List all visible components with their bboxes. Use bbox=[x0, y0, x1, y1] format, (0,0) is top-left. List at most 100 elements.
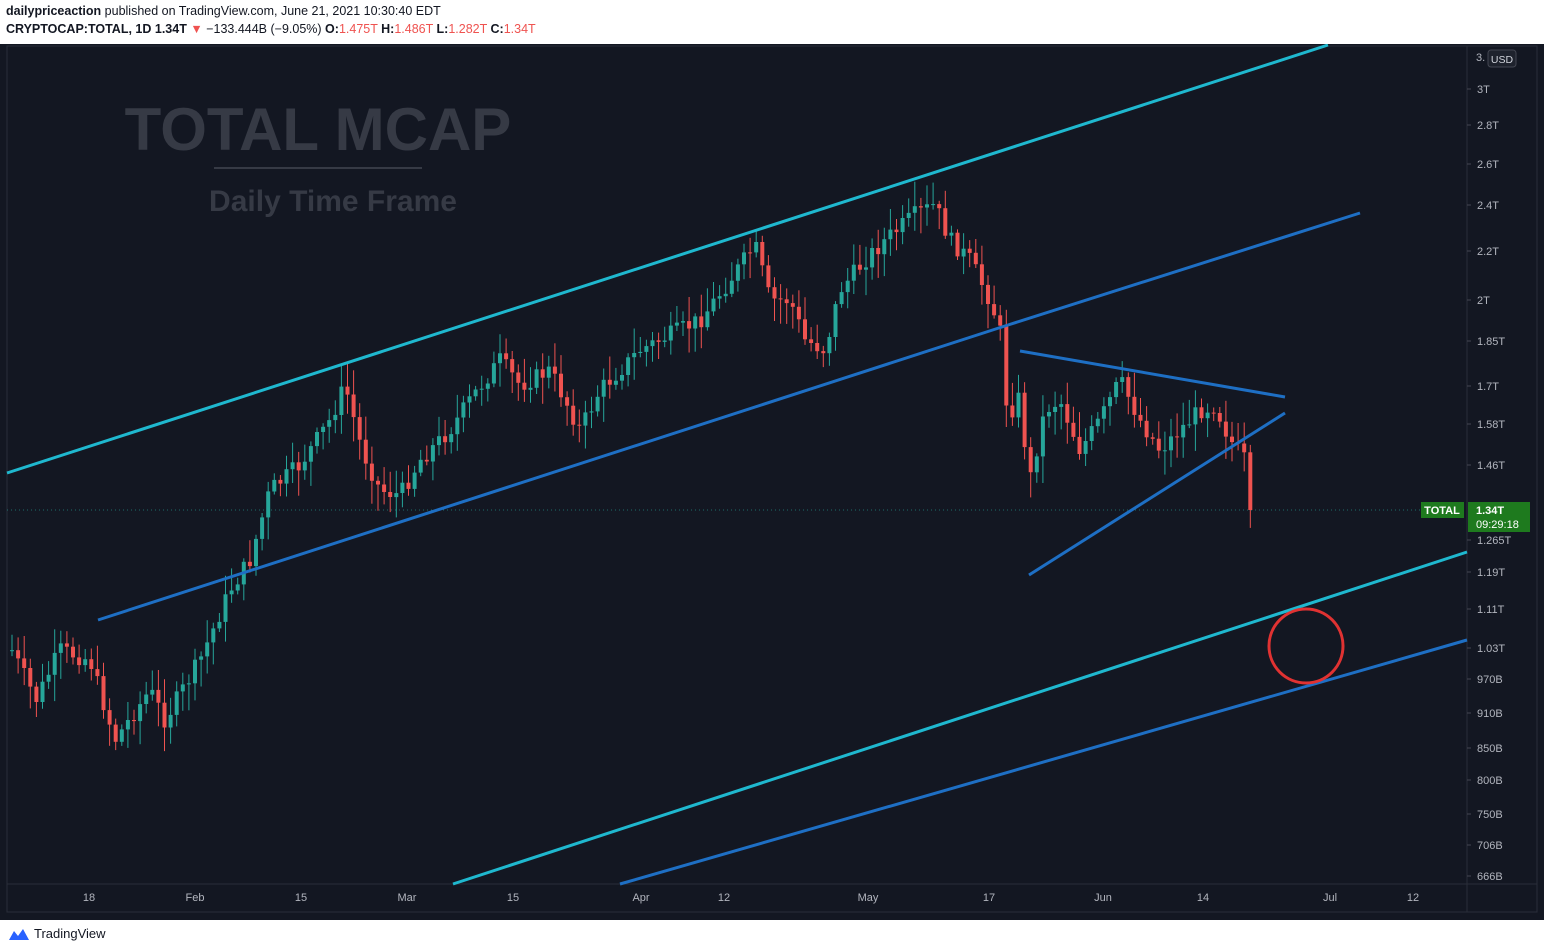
price-tick-label: 1.46T bbox=[1477, 460, 1505, 472]
candle-body bbox=[833, 304, 838, 337]
candle-body bbox=[589, 411, 594, 413]
candle-body bbox=[1126, 377, 1131, 397]
candle-body bbox=[1071, 422, 1076, 437]
candle-body bbox=[827, 337, 832, 354]
candle-body bbox=[1248, 452, 1253, 510]
candle-body bbox=[1028, 447, 1033, 473]
candle-body bbox=[290, 462, 295, 470]
lower-channel-line[interactable] bbox=[97, 323, 1009, 622]
candle-body bbox=[559, 373, 563, 398]
candle-body bbox=[1162, 450, 1167, 452]
symbol-badge-label: TOTAL bbox=[1424, 505, 1460, 517]
candle-body bbox=[266, 491, 271, 518]
candle-body bbox=[693, 316, 698, 329]
candle-body bbox=[821, 351, 826, 354]
brand-name[interactable]: TradingView bbox=[34, 926, 106, 941]
candle-body bbox=[717, 296, 722, 299]
candle-body bbox=[906, 212, 911, 218]
candle-body bbox=[1034, 456, 1039, 473]
candle-body bbox=[1169, 436, 1173, 451]
price-change: −133.444B (−9.05%) bbox=[206, 22, 322, 36]
candle-body bbox=[748, 252, 753, 254]
triangle-upper-line[interactable] bbox=[1019, 349, 1286, 399]
candle-body bbox=[973, 252, 978, 265]
candle-body bbox=[1120, 377, 1125, 382]
candle-body bbox=[1181, 424, 1186, 438]
candle-body bbox=[58, 643, 63, 653]
lower-blue-line[interactable] bbox=[619, 638, 1468, 886]
lower-cyan-line[interactable] bbox=[452, 550, 1468, 886]
candle-body bbox=[583, 412, 588, 426]
candle-body bbox=[28, 668, 33, 687]
candle-body bbox=[986, 284, 990, 304]
price-tick-label: 800B bbox=[1477, 775, 1503, 787]
price-scale[interactable]: 3. USD 3T 2.8T 2.6T 2.4T 2.2T 2T 1.85T 1.7T 1.58… bbox=[1467, 49, 1517, 883]
candle-body bbox=[376, 480, 380, 485]
candle-body bbox=[577, 424, 582, 426]
author-name[interactable]: dailypriceaction bbox=[6, 4, 102, 18]
candle-body bbox=[34, 686, 39, 702]
candle-body bbox=[1059, 404, 1064, 407]
price-tick-label: 1.03T bbox=[1477, 643, 1505, 655]
candle-body bbox=[1095, 418, 1100, 427]
candle-body bbox=[254, 538, 258, 567]
triangle-lower-line[interactable] bbox=[1028, 411, 1286, 577]
candle-body bbox=[1187, 424, 1192, 426]
candle-body bbox=[430, 445, 435, 462]
time-tick-label: 15 bbox=[295, 892, 307, 904]
candle-body bbox=[369, 463, 374, 481]
candle-body bbox=[595, 396, 600, 412]
candle-body bbox=[16, 650, 21, 659]
symbol-label[interactable]: CRYPTOCAP:TOTAL, 1D bbox=[6, 22, 152, 36]
candle-body bbox=[162, 702, 167, 728]
chart-frame bbox=[6, 45, 1538, 913]
candle-body bbox=[937, 204, 942, 209]
target-circle[interactable] bbox=[1267, 607, 1345, 685]
candle-body bbox=[656, 340, 661, 342]
trendlines[interactable] bbox=[6, 44, 1468, 886]
time-tick-label: 17 bbox=[983, 892, 995, 904]
candle-body bbox=[912, 206, 917, 213]
price-tick-label: 2.4T bbox=[1477, 200, 1499, 212]
currency-label: USD bbox=[1491, 54, 1514, 66]
candle-body bbox=[772, 287, 777, 299]
time-scale[interactable]: 18 Feb 15 Mar 15 Apr 12 May 17 Jun 14 Jul 12 bbox=[83, 892, 1419, 904]
candle-body bbox=[327, 420, 332, 427]
price-tick-label: 970B bbox=[1477, 674, 1503, 686]
candle-body bbox=[272, 479, 277, 492]
candle-body bbox=[498, 353, 502, 364]
candle-body bbox=[546, 366, 551, 378]
price-tick-label: 1.265T bbox=[1477, 535, 1512, 547]
candle-body bbox=[315, 432, 319, 447]
currency-badge[interactable] bbox=[1487, 49, 1517, 68]
candle-body bbox=[955, 232, 960, 257]
candle-body bbox=[235, 584, 240, 591]
candle-body bbox=[1156, 438, 1161, 451]
candle-body bbox=[979, 264, 984, 285]
candle-body bbox=[857, 264, 862, 270]
candle-body bbox=[839, 292, 844, 305]
candle-body bbox=[168, 714, 173, 728]
close-label: C: bbox=[490, 22, 504, 36]
candle-body bbox=[144, 694, 149, 704]
candle-body bbox=[687, 321, 692, 329]
open-label: O: bbox=[325, 22, 339, 36]
candle-body bbox=[668, 325, 673, 341]
candle-body bbox=[681, 321, 685, 323]
price-tick-label: 2T bbox=[1477, 295, 1490, 307]
price-tick-label: 706B bbox=[1477, 840, 1503, 852]
candle-body bbox=[796, 306, 801, 320]
high-label: H: bbox=[381, 22, 395, 36]
candle-body bbox=[809, 339, 814, 343]
candle-body bbox=[638, 351, 643, 353]
channel-extension-line[interactable] bbox=[1007, 211, 1361, 327]
upper-channel-line[interactable] bbox=[6, 44, 1329, 475]
candle-body bbox=[894, 229, 899, 233]
price-chart[interactable]: TOTAL MCAP Daily Time Frame 3. USD 3T 2.8… bbox=[0, 44, 1544, 920]
candle-body bbox=[742, 252, 746, 265]
tradingview-logo-icon[interactable] bbox=[8, 927, 30, 941]
candle-body bbox=[443, 436, 448, 443]
candle-body bbox=[626, 357, 631, 375]
high-value: 1.486T bbox=[394, 22, 434, 36]
candle-body bbox=[357, 417, 362, 440]
